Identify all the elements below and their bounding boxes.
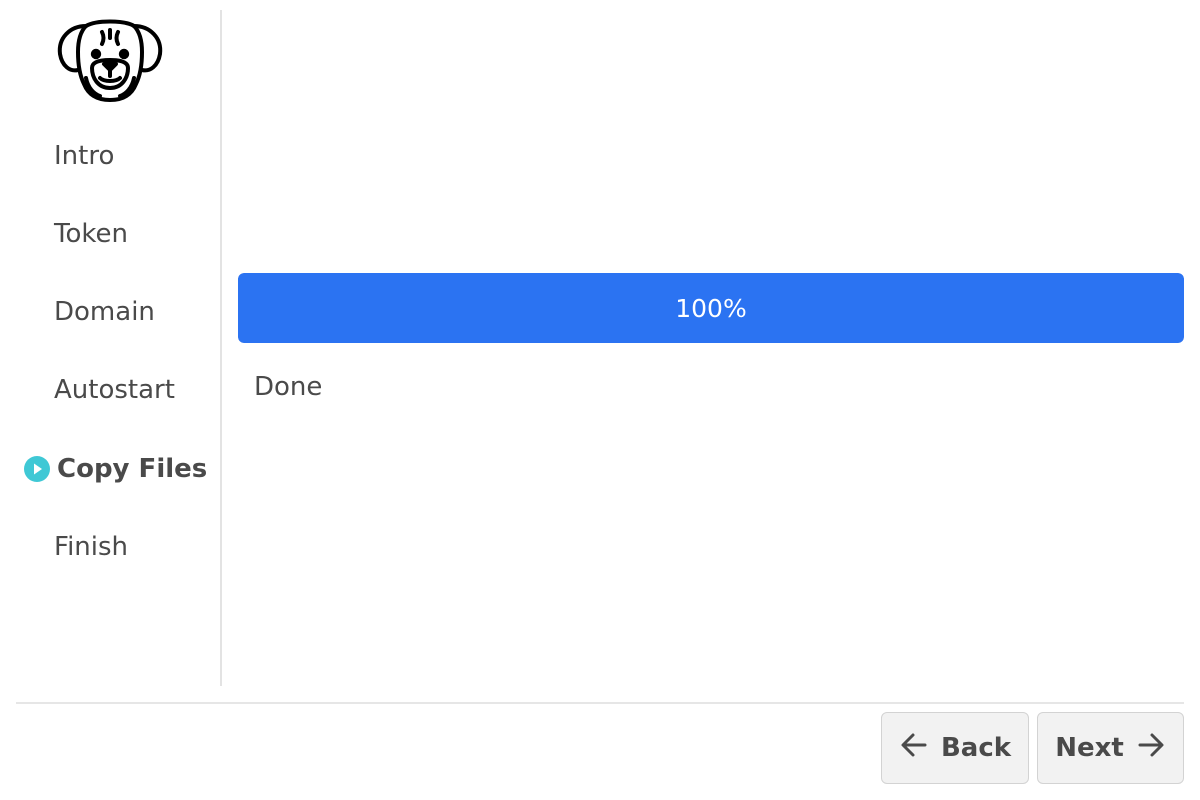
- next-button-label: Next: [1055, 733, 1124, 763]
- status-text: Done: [254, 372, 323, 402]
- step-token[interactable]: Token: [54, 219, 128, 249]
- next-button[interactable]: Next: [1037, 712, 1184, 784]
- step-intro[interactable]: Intro: [54, 141, 115, 171]
- arrow-left-icon: [899, 730, 941, 767]
- back-button[interactable]: Back: [881, 712, 1029, 784]
- arrow-right-icon: [1124, 730, 1166, 767]
- dog-logo-icon: [56, 18, 164, 102]
- play-circle-icon: [24, 456, 50, 482]
- step-finish[interactable]: Finish: [54, 532, 129, 562]
- progress-label: 100%: [675, 293, 747, 323]
- progress-bar: 100%: [238, 273, 1184, 343]
- footer-divider: [16, 702, 1184, 704]
- main-content: 100% Done: [222, 0, 1200, 686]
- progress-bar-fill: [238, 273, 1184, 343]
- step-domain[interactable]: Domain: [54, 297, 155, 327]
- sidebar-divider: [220, 10, 222, 686]
- step-copy-files-label: Copy Files: [57, 454, 208, 484]
- sidebar: Intro Token Domain Autostart Copy Files …: [0, 0, 220, 686]
- step-copy-files[interactable]: Copy Files: [24, 452, 207, 486]
- step-autostart[interactable]: Autostart: [54, 375, 175, 405]
- back-button-label: Back: [940, 733, 1012, 763]
